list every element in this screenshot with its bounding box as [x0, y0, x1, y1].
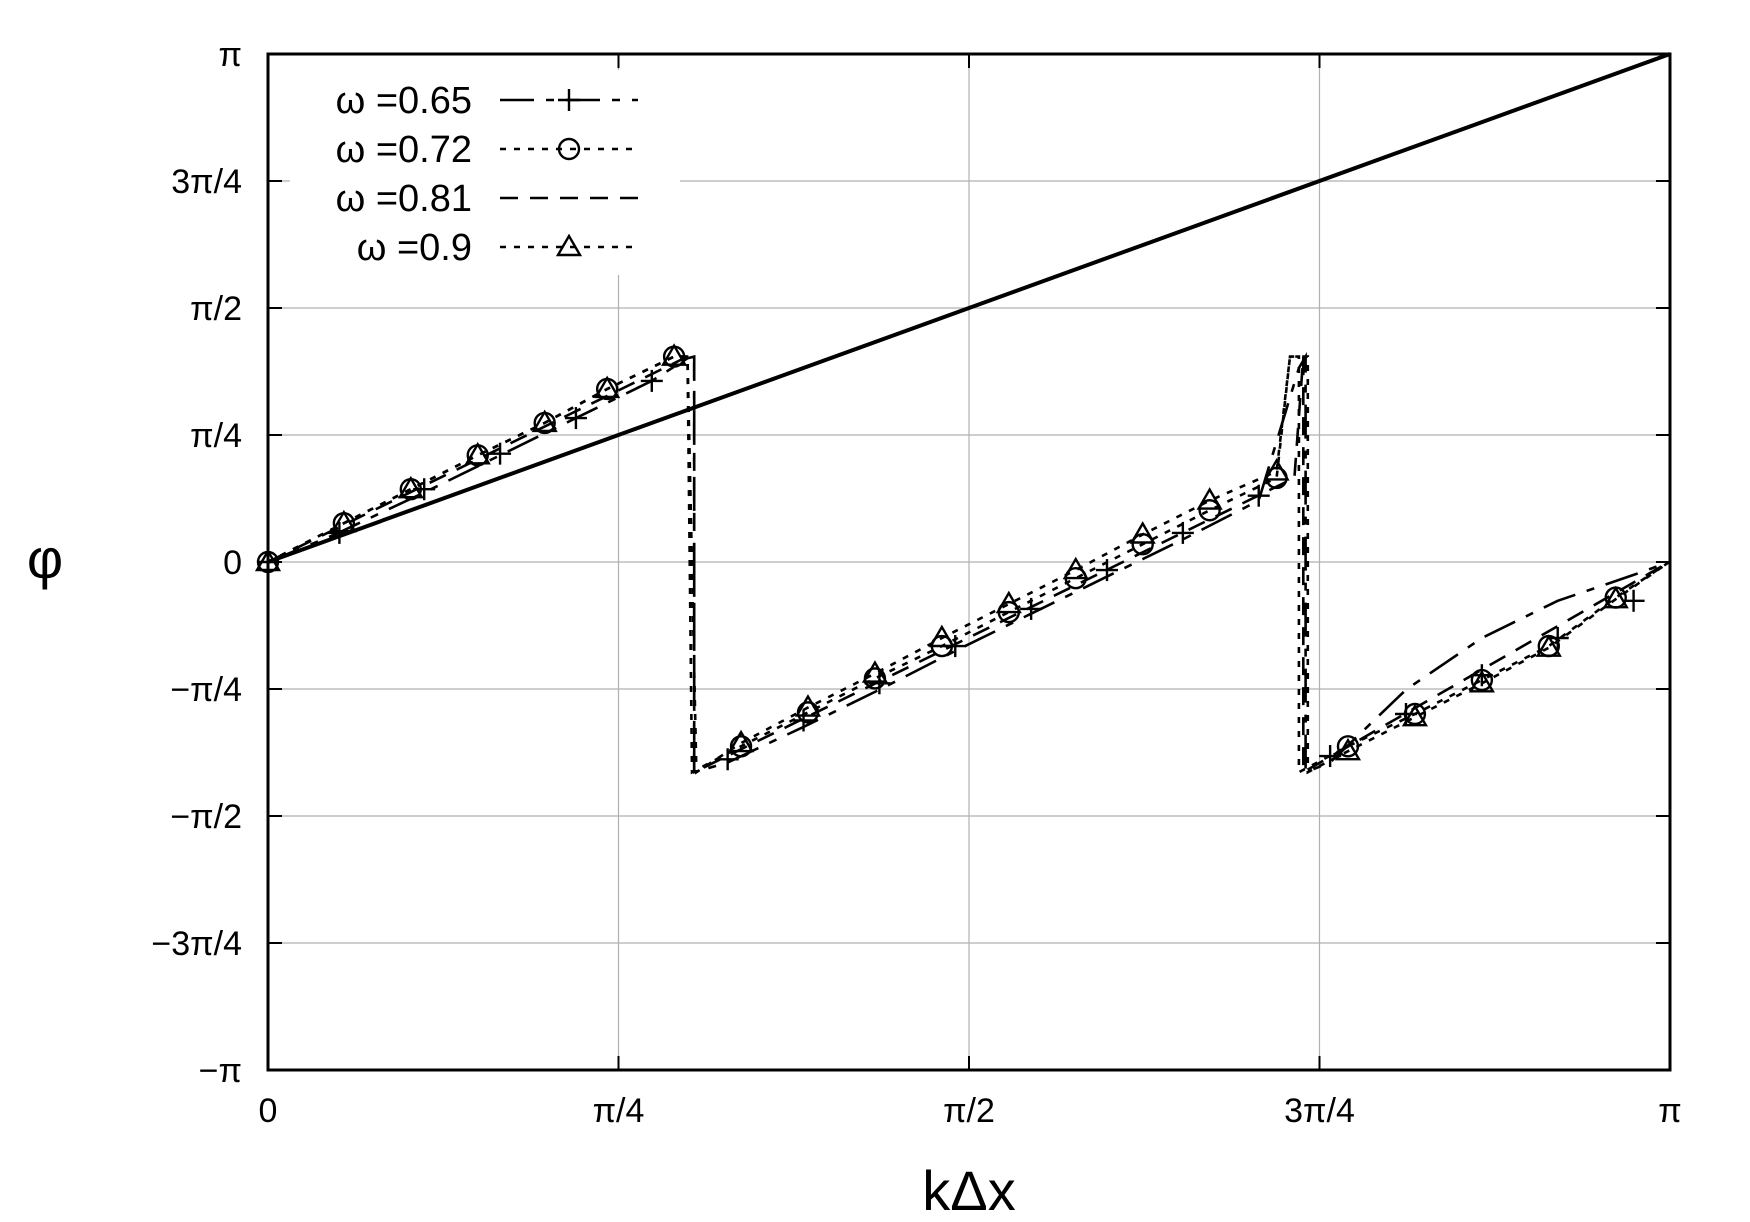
data-point [995, 590, 1022, 614]
x-tick-label: 3π/4 [1284, 1092, 1355, 1130]
data-point [489, 442, 512, 465]
data-point [464, 441, 491, 465]
y-tick-label: −3π/4 [151, 925, 242, 963]
data-point [1062, 556, 1089, 580]
y-tick-label: π [219, 36, 242, 74]
legend-box [290, 70, 680, 275]
x-tick-labels: 0 π/4 π/2 3π/4 π [259, 1092, 1682, 1130]
legend-entry: ω =0.81 [336, 178, 638, 220]
x-axis-title: kΔx [922, 1159, 1015, 1222]
legend-label: ω =0.81 [336, 178, 472, 220]
legend-entry: ω =0.9 [357, 227, 638, 269]
legend-marker [555, 233, 583, 257]
data-point [729, 735, 753, 758]
legend-marker [558, 89, 580, 111]
data-point [661, 343, 688, 366]
x-tick-label: π/4 [593, 1092, 645, 1130]
data-point [1171, 521, 1194, 544]
data-point [1196, 487, 1223, 510]
x-tick-label: π [1658, 1092, 1681, 1130]
data-point [1129, 521, 1156, 544]
series-layer [254, 343, 1671, 775]
data-point [1468, 669, 1495, 693]
data-point [1198, 499, 1221, 522]
data-point [861, 660, 889, 683]
data-point [1334, 737, 1362, 761]
y-tick-labels: π 3π/4 π/2 π/4 0 −π/4 −π/2 −3π/4 −π [151, 36, 242, 1090]
data-point [1263, 458, 1290, 481]
data-point [727, 729, 755, 753]
data-point [594, 375, 621, 399]
y-tick-label: π/4 [190, 417, 242, 455]
reference-line [267, 52, 1671, 564]
legend-entry: ω =0.65 [336, 80, 638, 122]
legend-marker [557, 137, 581, 161]
y-tick-label: 3π/4 [171, 163, 242, 201]
y-tick-label: 0 [223, 544, 242, 582]
data-point [397, 475, 424, 499]
data-point [1401, 703, 1428, 727]
data-point [330, 509, 357, 533]
data-point [1535, 634, 1562, 657]
legend-label: ω =0.72 [336, 129, 472, 171]
data-point [1602, 585, 1629, 609]
x-tick-label: π/2 [943, 1092, 995, 1130]
series-line [267, 351, 1670, 775]
data-point [531, 409, 558, 433]
y-axis-title: φ [27, 527, 63, 590]
legend-entry: ω =0.72 [336, 129, 638, 171]
y-tick-label: −π/4 [170, 671, 242, 709]
legend: ω =0.65 ω =0.72 ω =0.81 ω =0.9 [290, 70, 680, 275]
data-point [928, 624, 955, 648]
legend-label: ω =0.9 [357, 227, 472, 269]
plot-frame [266, 52, 1672, 1072]
legend-label: ω =0.65 [336, 80, 472, 122]
data-point [794, 694, 822, 717]
x-tick-label: 0 [259, 1092, 278, 1130]
series-3 [267, 355, 1670, 775]
y-tick-label: π/2 [190, 290, 242, 328]
reference-diagonal [267, 52, 1671, 564]
y-tick-label: −π [199, 1052, 242, 1090]
series-line [267, 355, 1670, 775]
y-tick-label: −π/2 [170, 798, 242, 836]
